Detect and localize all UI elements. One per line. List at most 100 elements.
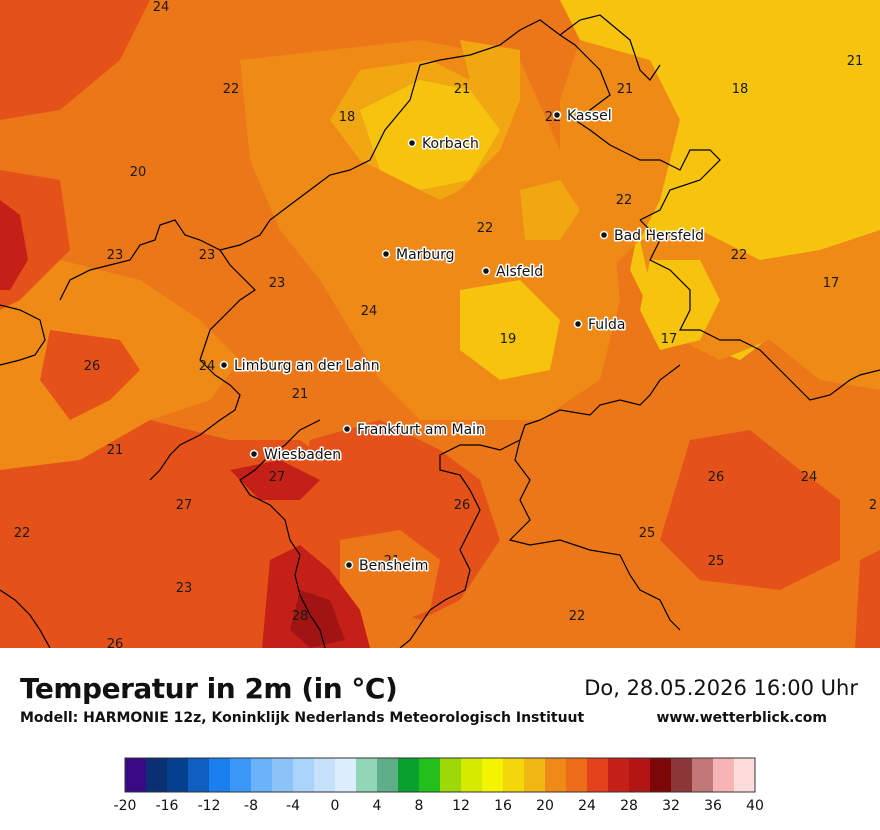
temp-region-mid-yellow bbox=[520, 180, 580, 240]
legend-swatch bbox=[650, 758, 672, 792]
temperature-value-label: 27 bbox=[176, 498, 193, 513]
temp-region-alsfeld-yellow bbox=[460, 280, 560, 380]
hesse-border-west-2 bbox=[199, 249, 256, 361]
temperature-value-label: 20 bbox=[130, 165, 147, 180]
city-dot-icon bbox=[552, 110, 562, 120]
city-label: Bensheim bbox=[359, 558, 428, 574]
legend-swatch bbox=[272, 758, 294, 792]
city-dot-icon bbox=[342, 424, 352, 434]
legend-tick-label: 20 bbox=[536, 798, 554, 814]
state-borders bbox=[0, 14, 880, 648]
temperature-value-label: 26 bbox=[84, 359, 101, 374]
temperature-value-label: 19 bbox=[500, 332, 517, 347]
legend-tick-label: -12 bbox=[198, 798, 221, 814]
hesse-border-east bbox=[639, 219, 880, 401]
temp-region-west-mid bbox=[40, 330, 140, 420]
temp-region-rhine-hot bbox=[230, 460, 320, 500]
city-marker: Wiesbaden bbox=[249, 446, 343, 465]
legend-swatch bbox=[545, 758, 567, 792]
legend-swatch bbox=[377, 758, 399, 792]
legend-tick-label: 32 bbox=[662, 798, 680, 814]
city-dot-icon bbox=[219, 360, 229, 370]
hesse-border-west bbox=[59, 169, 351, 301]
temperature-value-label: 22 bbox=[223, 82, 240, 97]
legend-swatch bbox=[251, 758, 273, 792]
city-marker: Bad Hersfeld bbox=[599, 227, 706, 246]
legend-tick-label: -16 bbox=[156, 798, 179, 814]
city-label: Marburg bbox=[396, 247, 455, 263]
legend-swatch bbox=[314, 758, 336, 792]
legend-swatch bbox=[503, 758, 525, 792]
legend-swatch bbox=[230, 758, 252, 792]
city-marker: Limburg an der Lahn bbox=[219, 357, 381, 376]
west-border bbox=[0, 304, 46, 366]
legend-tick-label: 0 bbox=[331, 798, 340, 814]
forecast-datetime: Do, 28.05.2026 16:00 Uhr bbox=[584, 676, 858, 700]
city-marker: Frankfurt am Main bbox=[342, 421, 486, 440]
temperature-value-label: 22 bbox=[14, 526, 31, 541]
legend-tick-label: 8 bbox=[415, 798, 424, 814]
temperature-value-label: 22 bbox=[616, 193, 633, 208]
temp-region-east-red-strip bbox=[855, 550, 880, 648]
temperature-value-label: 22 bbox=[569, 609, 586, 624]
temperature-value-label: 17 bbox=[823, 276, 840, 291]
city-label: Korbach bbox=[422, 136, 479, 152]
color-scale-legend: -20 -16 -12 -8 -4 0 4 8 12 16 20 24 28 32 36 40 bbox=[114, 757, 764, 814]
legend-swatch bbox=[461, 758, 483, 792]
temperature-value-label: 24 bbox=[199, 359, 216, 374]
model-subtitle: Modell: HARMONIE 12z, Koninklijk Nederla… bbox=[20, 710, 585, 726]
legend-swatch bbox=[167, 758, 189, 792]
website-link[interactable]: www.wetterblick.com bbox=[656, 710, 828, 726]
temperature-value-label: 28 bbox=[292, 609, 309, 624]
temperature-value-label: 17 bbox=[661, 332, 678, 347]
city-dot-icon bbox=[407, 138, 417, 148]
temperature-value-label: 18 bbox=[339, 110, 356, 125]
legend-tick-label: 12 bbox=[452, 798, 470, 814]
legend-tick-label: 24 bbox=[578, 798, 596, 814]
temp-region-bensheim-orange bbox=[340, 530, 440, 630]
temperature-value-label: 22 bbox=[731, 248, 748, 263]
temperature-value-label: 26 bbox=[107, 637, 124, 648]
temperature-value-label: 25 bbox=[708, 554, 725, 569]
legend-swatch bbox=[608, 758, 630, 792]
temperature-map: 24 22 21 21 18 21 18 22 20 22 22 23 23 22 17 23 24 19 17 26… bbox=[0, 0, 880, 648]
temp-region-southeast-red bbox=[660, 430, 840, 590]
city-markers: Kassel Korbach Bad Hersfeld Marburg Alsfeld F… bbox=[219, 107, 706, 576]
temperature-value-label: 22 bbox=[477, 221, 494, 236]
southwest-border bbox=[0, 589, 51, 648]
legend-tick-label: 40 bbox=[746, 798, 764, 814]
legend-tick-label: 36 bbox=[704, 798, 722, 814]
temp-region-korbach-yellow bbox=[360, 80, 500, 190]
city-dot-icon bbox=[344, 560, 354, 570]
temperature-value-label: 27 bbox=[269, 470, 286, 485]
temp-region-bad-hersfeld-yellow bbox=[640, 260, 720, 350]
legend-swatch bbox=[440, 758, 462, 792]
city-marker: Bensheim bbox=[344, 557, 430, 576]
city-label: Bad Hersfeld bbox=[614, 228, 704, 244]
temp-region-northeast-orange bbox=[550, 40, 680, 270]
temperature-value-label: 21 bbox=[847, 54, 864, 69]
hesse-border-southeast bbox=[539, 364, 681, 421]
hesse-border-rhine bbox=[239, 419, 326, 648]
city-label: Kassel bbox=[567, 108, 612, 124]
legend-tick-label: 28 bbox=[620, 798, 638, 814]
city-marker: Korbach bbox=[407, 135, 480, 154]
city-label: Frankfurt am Main bbox=[357, 422, 485, 438]
city-dot-icon bbox=[249, 449, 259, 459]
city-label: Limburg an der Lahn bbox=[234, 358, 380, 374]
hesse-border-south bbox=[399, 419, 541, 648]
temperature-value-label: 21 bbox=[107, 443, 124, 458]
legend-swatch bbox=[734, 758, 756, 792]
temperature-value-label: 23 bbox=[176, 581, 193, 596]
temperature-value-label: 18 bbox=[732, 82, 749, 97]
temperature-value-label: 24 bbox=[153, 0, 170, 15]
legend-swatch bbox=[482, 758, 504, 792]
temp-region-south-hottest bbox=[290, 590, 345, 648]
legend-swatch bbox=[566, 758, 588, 792]
hesse-border-southwest bbox=[149, 359, 241, 481]
city-label: Alsfeld bbox=[496, 264, 543, 280]
legend-swatch bbox=[335, 758, 357, 792]
temperature-value-label: 21 bbox=[384, 554, 401, 569]
temperature-value-label: 2 bbox=[869, 498, 877, 513]
hesse-border-north-2 bbox=[559, 14, 661, 81]
